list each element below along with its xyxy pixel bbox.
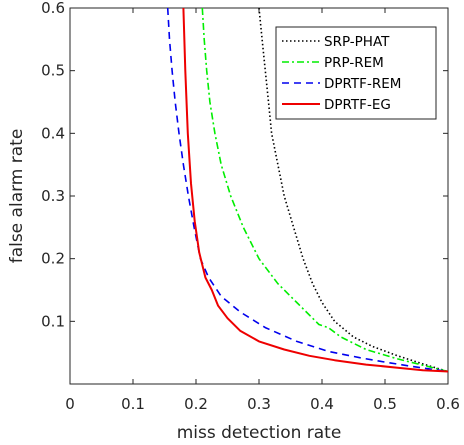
series-line-dprtf-eg: [182, 8, 448, 373]
x-axis-label: miss detection rate: [177, 423, 342, 443]
legend-label: PRP-REM: [324, 55, 384, 71]
x-tick-label: 0.3: [247, 395, 271, 413]
x-tick-label: 0.5: [373, 395, 397, 413]
series-layer: [166, 8, 448, 373]
ticks: 0 0.1 0.2 0.3 0.4 0.5 0.6 0.1 0.2 0.3 0.4 0.5 0.6: [41, 0, 460, 413]
y-tick-label: 0.3: [41, 187, 65, 205]
legend-label: DPRTF-EG: [324, 97, 391, 113]
legend-label: SRP-PHAT: [324, 34, 390, 50]
y-tick-label: 0.2: [41, 250, 65, 268]
x-tick-label: 0: [65, 395, 75, 413]
legend-label: DPRTF-REM: [324, 76, 401, 92]
x-tick-label: 0.1: [121, 395, 145, 413]
series-line-prp-rem: [201, 8, 448, 373]
x-tick-label: 0.4: [310, 395, 334, 413]
y-tick-label: 0.4: [41, 124, 65, 142]
y-tick-label: 0.6: [41, 0, 65, 17]
y-tick-label: 0.5: [41, 62, 65, 80]
x-tick-label: 0.6: [436, 395, 460, 413]
y-axis-label: false alarm rate: [7, 129, 27, 264]
series-line-srp-phat: [258, 8, 448, 373]
x-tick-label: 0.2: [184, 395, 208, 413]
legend: SRP-PHAT PRP-REM DPRTF-REM DPRTF-EG: [275, 26, 437, 120]
y-tick-label: 0.1: [41, 312, 65, 330]
series-line-dprtf-rem: [166, 8, 448, 373]
